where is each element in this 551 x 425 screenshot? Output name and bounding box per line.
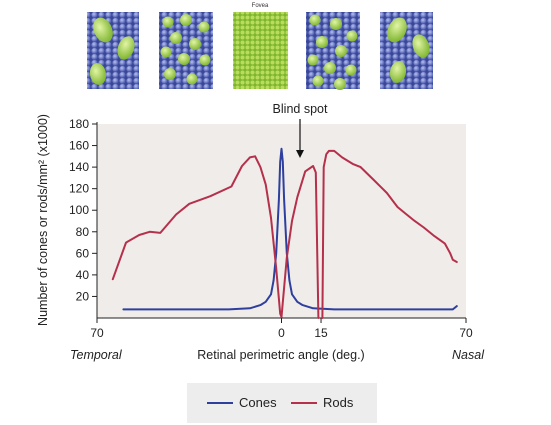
legend-swatch-cones — [207, 401, 233, 404]
y-tick-label: 100 — [69, 203, 89, 217]
series-layer — [111, 147, 458, 319]
x-axis-title: Retinal perimetric angle (deg.) — [197, 348, 364, 362]
y-tick-label: 40 — [76, 268, 90, 282]
legend: Cones Rods — [187, 383, 377, 423]
series-line-rods — [111, 155, 283, 318]
x-tick-label: 15 — [314, 326, 328, 340]
y-tick-label: 140 — [69, 160, 89, 174]
photoreceptor-mosaics: Fovea — [87, 3, 433, 90]
y-tick-label: 180 — [69, 117, 89, 131]
mosaic-panel-periphery-left — [87, 12, 139, 89]
series-line-rods — [280, 165, 320, 319]
mosaic-panel-fovea: Fovea — [233, 3, 288, 89]
legend-swatch-rods — [291, 401, 317, 404]
y-tick-label: 20 — [76, 289, 90, 303]
x-tick-label: 70 — [90, 326, 104, 340]
y-tick-label: 160 — [69, 139, 89, 153]
x-tick-label: 0 — [278, 326, 285, 340]
series-line-cones — [122, 147, 458, 311]
blind-spot-label: Blind spot — [273, 102, 328, 116]
blind-spot-annotation: Blind spot — [273, 102, 328, 158]
y-tick-label: 60 — [76, 246, 90, 260]
temporal-label: Temporal — [70, 348, 123, 362]
mosaic-panel-parafovea-right — [306, 12, 360, 90]
y-tick-label: 80 — [76, 225, 90, 239]
y-tick-label: 120 — [69, 182, 89, 196]
x-tick-label: 70 — [459, 326, 473, 340]
y-axis-title: Number of cones or rods/mm² (x1000) — [36, 114, 50, 326]
legend-label-rods: Rods — [323, 395, 354, 410]
axes: 20 40 60 80 100 120 140 160 180 70 0 15 70 — [69, 117, 473, 340]
mosaic-panel-periphery-right — [380, 12, 433, 89]
nasal-label: Nasal — [452, 348, 485, 362]
blind-spot-arrowhead — [296, 150, 304, 158]
legend-item-rods: Rods — [291, 395, 353, 410]
series-line-rods — [321, 149, 458, 319]
fovea-label: Fovea — [252, 3, 269, 9]
legend-item-cones: Cones — [207, 395, 277, 410]
legend-label-cones: Cones — [239, 395, 277, 410]
mosaic-panel-parafovea-left — [159, 12, 213, 89]
